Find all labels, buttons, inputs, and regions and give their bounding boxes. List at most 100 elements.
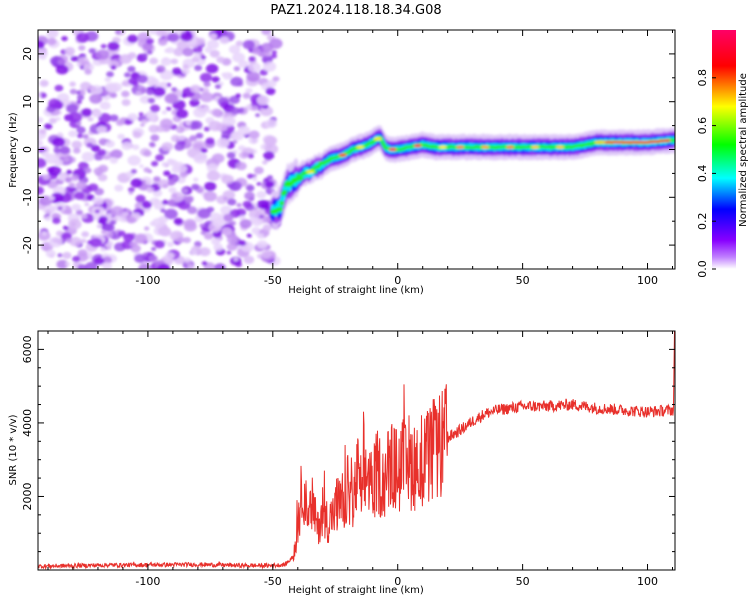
noise-blob <box>143 167 151 173</box>
noise-blob <box>261 30 272 36</box>
noise-blob <box>259 214 265 219</box>
noise-blob <box>161 110 168 115</box>
noise-blob <box>96 224 103 229</box>
noise-blob <box>136 74 148 84</box>
noise-blob <box>187 206 198 215</box>
noise-blob <box>57 206 63 211</box>
noise-blob <box>141 53 148 58</box>
noise-blob <box>98 216 108 224</box>
noise-blob <box>146 38 154 45</box>
noise-blob <box>200 230 207 235</box>
noise-blob <box>203 126 211 132</box>
noise-blob <box>190 250 198 255</box>
noise-blob <box>154 240 165 249</box>
noise-blob <box>164 48 170 53</box>
noise-blob <box>271 50 277 55</box>
noise-blob <box>182 64 189 70</box>
noise-blob <box>233 66 241 72</box>
noise-blob <box>228 44 241 54</box>
noise-blob <box>256 191 267 199</box>
noise-blob <box>109 114 119 122</box>
noise-blob <box>99 101 111 110</box>
noise-blob <box>238 60 249 68</box>
noise-blob <box>91 144 101 152</box>
ridge-segment <box>279 200 285 206</box>
noise-blob <box>233 257 239 262</box>
noise-blob <box>66 103 79 114</box>
noise-blob <box>212 230 222 238</box>
noise-blob <box>53 147 61 154</box>
noise-blob <box>146 187 154 193</box>
noise-blob <box>164 252 175 260</box>
noise-blob <box>265 180 275 189</box>
noise-blob <box>256 95 270 106</box>
noise-blob <box>267 175 273 180</box>
noise-blob <box>158 38 168 46</box>
noise-blob <box>220 205 233 215</box>
ridge-hotspot <box>438 145 447 149</box>
noise-blob <box>135 194 146 203</box>
noise-blob <box>226 242 238 251</box>
snr-y-label: SNR (10 * v/v) <box>8 414 19 485</box>
noise-blob <box>241 151 250 158</box>
noise-blob <box>209 49 220 58</box>
noise-blob <box>68 182 76 188</box>
noise-blob <box>44 123 53 130</box>
noise-blob <box>199 223 205 228</box>
noise-blob <box>254 166 264 175</box>
noise-blob <box>62 251 72 260</box>
noise-blob <box>101 229 107 235</box>
noise-blob <box>246 71 261 83</box>
noise-blob <box>71 203 81 211</box>
noise-blob <box>127 34 138 43</box>
noise-blob <box>95 49 110 60</box>
noise-blob <box>127 65 136 73</box>
noise-blob <box>173 176 179 181</box>
frequency-ridge <box>270 125 675 231</box>
noise-blob <box>76 90 82 95</box>
spectrogram-x-ticks: -100 -50 0 50 100 <box>47 30 674 287</box>
ridge-hotspot <box>456 145 465 149</box>
noise-blob <box>144 226 150 231</box>
noise-blob <box>257 233 265 239</box>
noise-blob <box>39 79 49 87</box>
chart-title: PAZ1.2024.118.18.34.G08 <box>270 3 441 18</box>
noise-blob <box>243 255 255 264</box>
ridge-hotspot <box>388 147 397 152</box>
noise-blob <box>153 176 161 183</box>
noise-blob <box>47 167 55 173</box>
noise-blob <box>214 263 226 269</box>
noise-blob <box>107 41 120 51</box>
noise-blob <box>124 72 131 78</box>
noise-blob <box>150 78 160 85</box>
noise-blob <box>193 107 207 118</box>
noise-blob <box>181 68 190 75</box>
noise-blob <box>221 227 233 236</box>
noise-blob <box>49 117 57 124</box>
noise-blob <box>167 180 175 186</box>
noise-blob <box>165 106 172 111</box>
noise-blob <box>69 88 77 95</box>
noise-blob <box>75 209 83 216</box>
noise-blob <box>129 241 138 248</box>
x-tick-label: -100 <box>135 575 160 588</box>
noise-blob <box>56 259 69 269</box>
noise-blob <box>38 139 44 147</box>
ridge-hotspot <box>356 145 365 149</box>
noise-blob <box>189 98 200 107</box>
snr-frame <box>37 330 676 571</box>
noise-blob <box>226 115 233 121</box>
noise-blob <box>252 48 262 55</box>
noise-blob <box>209 33 218 40</box>
noise-blob <box>211 108 222 117</box>
noise-blob <box>69 236 82 247</box>
noise-blob <box>204 46 213 53</box>
noise-blob <box>203 232 214 240</box>
noise-blob <box>102 262 112 269</box>
noise-blob <box>84 261 98 269</box>
noise-blob <box>242 200 252 208</box>
noise-blob <box>204 181 217 192</box>
noise-blob <box>63 157 70 163</box>
noise-blob <box>201 55 206 60</box>
ridge-segment <box>295 173 301 178</box>
